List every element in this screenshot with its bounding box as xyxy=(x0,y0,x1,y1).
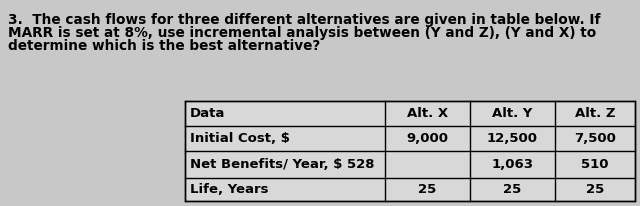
Text: MARR is set at 8%, use incremental analysis between (Y and Z), (Y and X) to: MARR is set at 8%, use incremental analy… xyxy=(8,26,596,40)
Text: Net Benefits/ Year, $ 528: Net Benefits/ Year, $ 528 xyxy=(190,158,374,171)
Text: determine which is the best alternative?: determine which is the best alternative? xyxy=(8,39,320,53)
Text: 25: 25 xyxy=(419,183,436,196)
Text: 1,063: 1,063 xyxy=(492,158,534,171)
Text: 25: 25 xyxy=(504,183,522,196)
Text: Initial Cost, $: Initial Cost, $ xyxy=(190,132,290,145)
Text: 3.  The cash flows for three different alternatives are given in table below. If: 3. The cash flows for three different al… xyxy=(8,13,600,27)
Text: 9,000: 9,000 xyxy=(406,132,449,145)
Text: Life, Years: Life, Years xyxy=(190,183,269,196)
Text: Alt. Z: Alt. Z xyxy=(575,107,615,120)
Bar xyxy=(185,101,635,201)
Text: Data: Data xyxy=(190,107,225,120)
Text: Alt. Y: Alt. Y xyxy=(492,107,532,120)
Text: 25: 25 xyxy=(586,183,604,196)
Text: 510: 510 xyxy=(581,158,609,171)
Text: 12,500: 12,500 xyxy=(487,132,538,145)
Text: Alt. X: Alt. X xyxy=(407,107,448,120)
Text: 7,500: 7,500 xyxy=(574,132,616,145)
